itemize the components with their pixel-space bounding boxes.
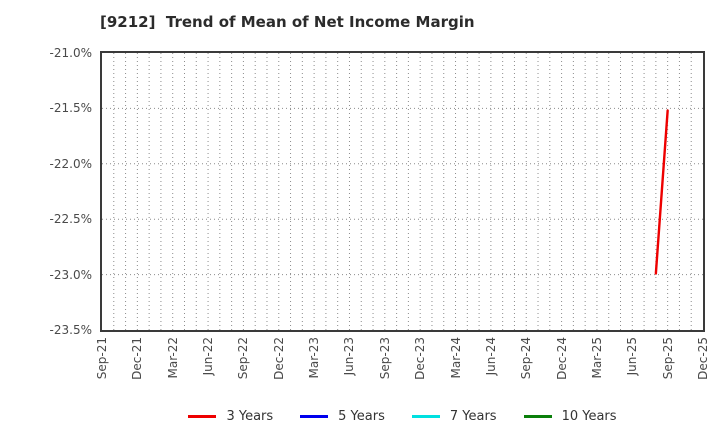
- x-tick-label: Mar-23: [307, 337, 322, 379]
- x-tick-label: Jun-23: [342, 337, 357, 376]
- x-tick-label: Dec-25: [696, 337, 710, 380]
- x-tick-label: Dec-23: [413, 337, 428, 380]
- legend-label: 7 Years: [449, 408, 497, 424]
- legend-label: 3 Years: [226, 408, 274, 424]
- y-tick-label: -22.0%: [49, 156, 92, 171]
- x-tick-label: Sep-23: [377, 337, 392, 380]
- legend-line-icon: [523, 414, 552, 418]
- plot-area: [100, 51, 705, 332]
- x-tick-label: Mar-25: [589, 337, 604, 379]
- x-tick-label: Sep-25: [660, 337, 675, 380]
- x-tick-label: Jun-22: [201, 337, 216, 376]
- legend-line-icon: [188, 414, 217, 418]
- chart-title: [9212] Trend of Mean of Net Income Margi…: [100, 13, 475, 31]
- x-tick-label: Dec-24: [554, 337, 569, 380]
- legend-item-3-years: 3 Years: [188, 409, 273, 424]
- legend-line-icon: [411, 414, 440, 418]
- legend-label: 5 Years: [338, 408, 385, 424]
- legend-item-7-years: 7 Years: [411, 408, 497, 424]
- x-tick-label: Sep-24: [519, 337, 534, 380]
- legend: 3 Years 5 Years 7 Years 10 Years: [102, 404, 703, 428]
- x-tick-label: Dec-22: [271, 337, 286, 380]
- legend-line-icon: [300, 414, 329, 418]
- x-tick-label: Mar-22: [165, 337, 180, 379]
- x-tick-label: Jun-24: [483, 337, 498, 376]
- legend-label: 10 Years: [561, 408, 617, 424]
- x-tick-label: Dec-21: [130, 337, 145, 380]
- x-tick-label: Sep-21: [95, 337, 109, 380]
- y-tick-label: -22.5%: [49, 212, 92, 227]
- x-tick-label: Jun-25: [625, 337, 640, 376]
- series-line-3-years: [654, 109, 669, 275]
- y-tick-label: -21.0%: [49, 46, 92, 60]
- y-tick-label: -23.0%: [49, 267, 92, 282]
- x-tick-label: Sep-22: [236, 337, 251, 380]
- y-tick-label: -21.5%: [49, 101, 92, 116]
- legend-item-5-years: 5 Years: [300, 409, 385, 424]
- legend-item-10-years: 10 Years: [523, 408, 617, 424]
- plot-canvas: [102, 53, 703, 330]
- x-tick-label: Mar-24: [448, 337, 463, 379]
- y-tick-label: -23.5%: [49, 323, 92, 337]
